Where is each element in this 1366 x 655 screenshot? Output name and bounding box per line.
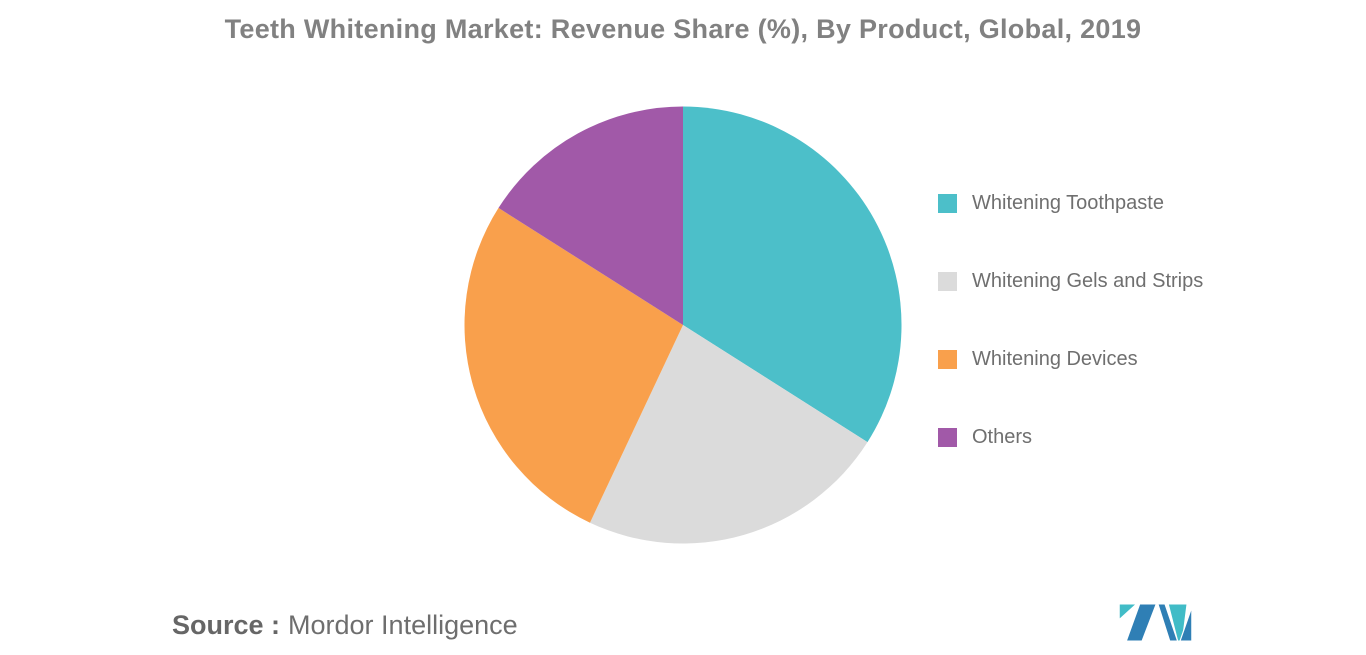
pie-slice-whitening-toothpaste xyxy=(683,106,902,443)
chart-title: Teeth Whitening Market: Revenue Share (%… xyxy=(224,14,1142,44)
source-label: Source : xyxy=(172,610,281,640)
legend-item-whitening-gels-and-strips: Whitening Gels and Strips xyxy=(938,270,1204,292)
legend-label-whitening-devices: Whitening Devices xyxy=(972,348,1138,370)
pie-slice-whitening-devices xyxy=(464,207,683,523)
legend-swatch-others xyxy=(938,428,957,447)
logo-m-icon xyxy=(1118,603,1193,642)
legend-swatch-whitening-toothpaste xyxy=(938,194,957,213)
pie-chart xyxy=(464,106,902,544)
legend-swatch-whitening-gels-and-strips xyxy=(938,272,957,291)
source-line: Source : Mordor Intelligence xyxy=(172,610,518,641)
legend-label-whitening-gels-and-strips: Whitening Gels and Strips xyxy=(972,270,1204,292)
legend-label-others: Others xyxy=(972,426,1033,448)
legend-swatch-whitening-devices xyxy=(938,350,957,369)
legend: Whitening Toothpaste Whitening Gels and S… xyxy=(938,192,1204,506)
pie-slice-whitening-gels-and-strips xyxy=(589,325,868,544)
mordor-intelligence-logo xyxy=(1116,595,1195,646)
source-name: Mordor Intelligence xyxy=(288,610,518,640)
legend-item-whitening-devices: Whitening Devices xyxy=(938,348,1203,370)
pie-slice-others xyxy=(498,106,683,325)
legend-label-whitening-toothpaste: Whitening Toothpaste xyxy=(972,192,1164,214)
legend-item-whitening-toothpaste: Whitening Toothpaste xyxy=(938,192,1203,214)
legend-item-others: Others xyxy=(938,426,1203,448)
